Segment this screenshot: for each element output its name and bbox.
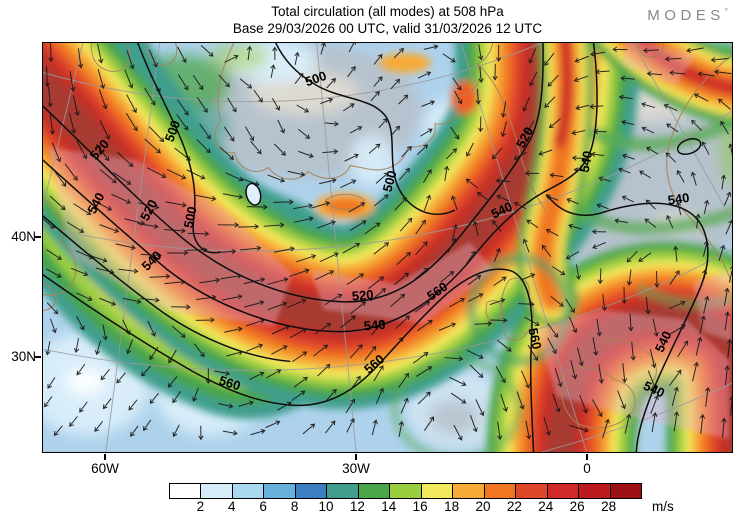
colorbar-swatch [201,484,233,498]
contour-label: 500 [181,205,200,229]
x-axis-label: 0 [583,461,591,476]
graticule [43,43,732,452]
map-field-svg: 5005005005005205205205205405405405405405… [43,43,732,452]
colorbar-tick-label: 6 [259,499,267,514]
colorbar-labels: 2 4 6 8 10 12 14 16 18 20 22 24 26 28 [169,499,640,515]
colorbar-swatch [453,484,485,498]
colorbar-tick-label: 28 [601,499,617,514]
wind-arrows-layer [43,43,732,441]
colorbar-tick-label: 14 [381,499,397,514]
colorbar-swatch [579,484,611,498]
y-axis-label: 40N [11,229,36,244]
colorbar-tick-label: 12 [349,499,365,514]
y-axis-tick [35,356,41,358]
colorbar-swatch [484,484,517,498]
map-canvas: 500 500 500 500 520 520 520 520 540 540 540 540 540 5… [42,42,733,453]
contour-label: 520 [351,287,374,304]
colorbar-tick-label: 10 [318,499,334,514]
contour-label: 540 [667,190,690,208]
modes-logo-mark: ° [724,7,728,16]
contour-label: 500 [162,118,184,143]
colorbar-tick-label: 26 [569,499,585,514]
modes-logo-text: MODES [647,7,725,24]
contour-label: 540 [363,317,386,334]
title-line-2: Base 29/03/2026 00 UTC, valid 31/03/2026… [232,21,543,36]
colorbar-swatch [421,484,454,498]
colorbar-swatch [390,484,422,498]
colorbar-swatch [547,484,580,498]
colorbar-swatch [264,484,296,498]
title-line-1: Total circulation (all modes) at 508 hPa [271,4,504,19]
x-axis-tick [104,454,106,460]
colorbar-tick-label: 20 [475,499,491,514]
colorbar-tick-label: 8 [290,499,299,514]
colorbar-swatch [358,484,391,498]
colorbar-tick-label: 22 [506,499,522,514]
contour-label: 540 [577,150,596,174]
colorbar-tick-label: 24 [538,499,554,514]
colorbar-swatch [516,484,548,498]
contour-label: 500 [303,68,328,89]
colorbar-tick-label: 4 [228,499,236,514]
contour-label: 560 [525,327,544,351]
contour-label: 560 [217,373,242,394]
colorbar-swatch [327,484,359,498]
colorbar-swatch [232,484,265,498]
y-axis-tick [35,236,41,238]
modes-logo: MODES° [647,7,728,24]
colorbar-swatch [610,484,642,498]
y-axis-label: 30N [11,349,36,364]
colorbar-swatch [295,484,328,498]
x-axis-label: 30W [342,461,370,476]
colorbar-swatches [169,483,642,499]
colorbar-units: m/s [652,499,674,514]
colorbar-tick-label: 18 [444,499,460,514]
colorbar-tick-label: 2 [196,499,205,514]
colorbar-tick-label: 16 [412,499,428,514]
x-axis-tick [355,454,357,460]
colorbar-swatch [170,484,202,498]
contour-label: 500 [380,169,400,194]
x-axis-tick [586,454,588,460]
plot-title: Total circulation (all modes) at 508 hPa… [42,3,733,37]
x-axis-label: 60W [91,461,119,476]
